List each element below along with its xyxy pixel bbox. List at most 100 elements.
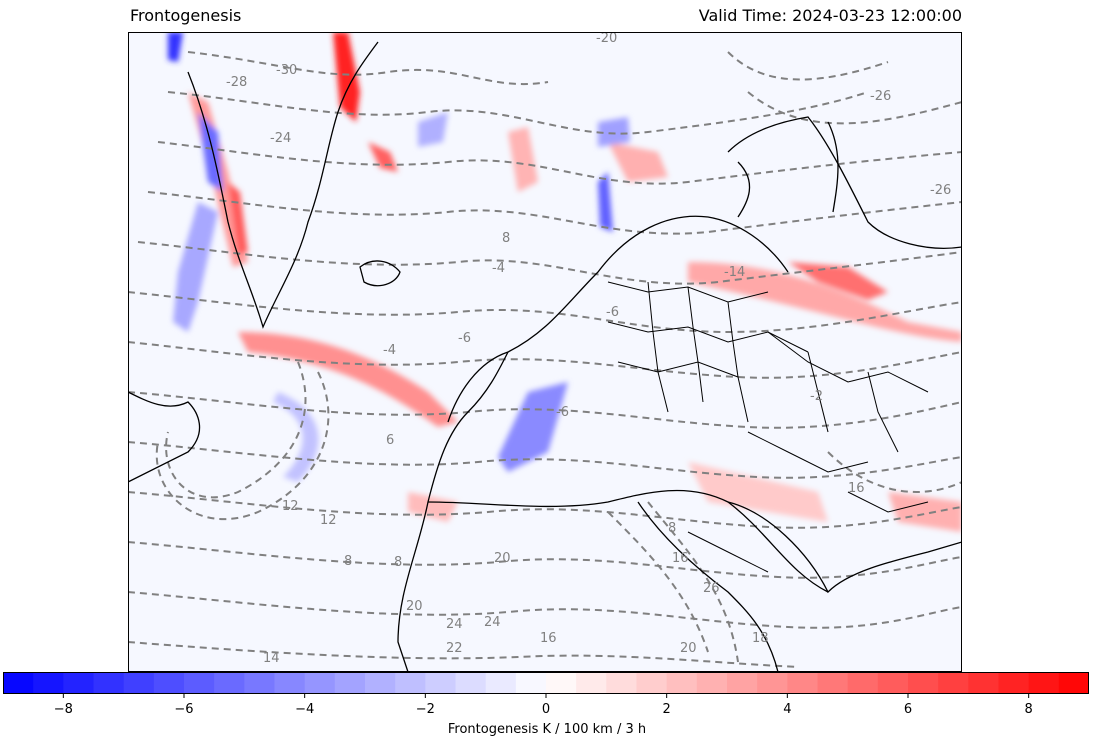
colorbar-tick-label: 6 — [904, 702, 912, 716]
contour-label: 8 — [394, 555, 402, 570]
contour-label: 20 — [494, 551, 511, 566]
colorbar-bin — [666, 672, 698, 694]
colorbar: −8 −6 −4 −2 0 2 4 6 8 — [3, 672, 1089, 716]
contour-label: 20 — [406, 599, 423, 614]
colorbar-bin — [576, 672, 607, 694]
colorbar-ticks: −8 −6 −4 −2 0 2 4 6 8 — [54, 694, 1033, 716]
colorbar-bin — [365, 672, 396, 694]
colorbar-bin — [244, 672, 276, 694]
colorbar-bin — [184, 672, 215, 694]
colorbar-bin — [938, 672, 969, 694]
map-frame — [128, 32, 962, 672]
front-positive — [688, 262, 962, 342]
front-negative — [273, 392, 319, 482]
frontogenesis-shading — [168, 32, 962, 532]
colorbar-tick-label: 2 — [663, 702, 671, 716]
contour-label: -26 — [870, 89, 891, 104]
contour-label: -28 — [226, 75, 247, 90]
colorbar-tick-label: 0 — [542, 702, 550, 716]
contour-label: 18 — [752, 631, 769, 646]
contour-label: 12 — [320, 513, 337, 528]
colorbar-bins — [3, 672, 1089, 694]
contour-label: -24 — [270, 131, 291, 146]
colorbar-bin — [153, 672, 185, 694]
front-positive — [508, 127, 538, 192]
colorbar-bin — [3, 672, 34, 694]
map-title: Frontogenesis — [130, 6, 242, 25]
contour-labels: -30 -28 -24 -20 -26 -26 8 -4 -14 -6 -2 -6 6 12 12 8 8 8 20… — [226, 32, 951, 666]
colorbar-bin — [455, 672, 487, 694]
contour-label: 20 — [680, 641, 697, 656]
contour-label: 8 — [668, 521, 676, 536]
colorbar-bin — [546, 672, 577, 694]
colorbar-bin — [968, 672, 1000, 694]
contour-label: -20 — [596, 32, 617, 46]
colorbar-bin — [1058, 672, 1089, 694]
front-positive — [688, 462, 828, 522]
contour-label: 22 — [446, 641, 463, 656]
colorbar-bin — [425, 672, 457, 694]
contour-label: 8 — [502, 231, 510, 246]
colorbar-frame — [3, 672, 1089, 694]
colorbar-bin — [214, 672, 245, 694]
colorbar-bin — [998, 672, 1030, 694]
front-positive — [238, 332, 458, 427]
colorbar-bin — [33, 672, 64, 694]
front-negative — [498, 382, 568, 472]
front-negative — [418, 112, 448, 147]
front-positive — [888, 492, 962, 532]
colorbar-bin — [847, 672, 879, 694]
contour-label: -6 — [458, 331, 471, 346]
contour-label: -6 — [606, 305, 619, 320]
front-positive — [228, 182, 248, 254]
contour-label: 16 — [672, 551, 689, 566]
colorbar-tick-label: −8 — [54, 702, 73, 716]
contour-label: -26 — [930, 183, 951, 198]
frontogenesis-map: -30 -28 -24 -20 -26 -26 8 -4 -14 -6 -2 -6 6 12 12 8 8 8 20… — [128, 32, 962, 672]
contour-label: 16 — [540, 631, 557, 646]
contour-label: 16 — [848, 481, 865, 496]
contour-label: 24 — [484, 615, 501, 630]
colorbar-bin — [636, 672, 668, 694]
contour-label: -30 — [276, 63, 297, 78]
front-positive — [608, 142, 668, 182]
colorbar-tick-label: −6 — [174, 702, 193, 716]
colorbar-bin — [817, 672, 849, 694]
colorbar-bin — [515, 672, 547, 694]
coastlines — [128, 41, 962, 672]
colorbar-bin — [485, 672, 517, 694]
front-negative — [173, 202, 218, 332]
contour-label: 24 — [446, 617, 463, 632]
colorbar-bin — [606, 672, 638, 694]
colorbar-bin — [908, 672, 939, 694]
contour-label: 14 — [263, 651, 280, 666]
front-negative — [168, 32, 183, 62]
temperature-contours — [128, 51, 962, 668]
colorbar-bin — [304, 672, 336, 694]
colorbar-tick-label: −2 — [416, 702, 435, 716]
contour-label: 26 — [703, 581, 720, 596]
colorbar-tick-label: 4 — [783, 702, 791, 716]
contour-label: -14 — [724, 265, 745, 280]
contour-label: 6 — [386, 433, 394, 448]
colorbar-bin — [274, 672, 306, 694]
colorbar-tick-label: 8 — [1025, 702, 1033, 716]
front-negative — [598, 172, 613, 232]
colorbar-bin — [123, 672, 155, 694]
front-positive — [333, 32, 360, 122]
contour-label: 8 — [344, 554, 352, 569]
contour-label: -4 — [383, 343, 396, 358]
contour-label: -4 — [492, 261, 505, 276]
contour-label: -6 — [556, 405, 569, 420]
valid-time: Valid Time: 2024-03-23 12:00:00 — [698, 6, 962, 25]
colorbar-bin — [696, 672, 728, 694]
colorbar-bin — [1028, 672, 1060, 694]
colorbar-bin — [63, 672, 95, 694]
front-negative — [198, 112, 223, 192]
colorbar-bin — [93, 672, 125, 694]
country-borders — [607, 281, 929, 573]
colorbar-bin — [395, 672, 426, 694]
colorbar-bin — [787, 672, 819, 694]
front-negative — [598, 117, 630, 147]
colorbar-tick-label: −4 — [295, 702, 314, 716]
